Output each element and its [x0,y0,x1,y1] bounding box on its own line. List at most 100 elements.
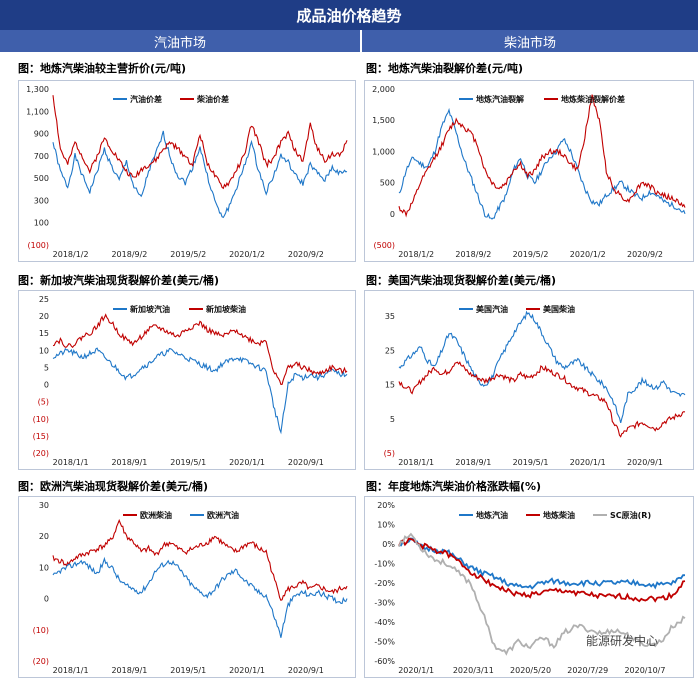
legend-label: 地炼柴油裂解价差 [561,94,625,104]
legend-label: 地炼汽油裂解 [476,94,524,104]
y-tick-label: (10) [33,415,49,424]
y-tick-label: -50% [374,638,395,647]
y-tick-label: 20 [39,312,49,321]
y-tick-label: (15) [33,432,49,441]
y-tick-label: -30% [374,599,395,608]
chart-4-svg: 35 25 15 5 (5)2018/1/1 2018/9/1 2019/5/1 2020/1… [384,304,686,467]
diesel-section-label: 柴油市场 [503,35,556,51]
y-tick-label: (20) [33,449,49,458]
y-tick-label: (100) [27,241,49,250]
chart-3-svg: 25 20 15 10 5 0 (5) (10) (15) (20) 2018/1/1 2018/9/… [33,295,348,467]
watermark-text: 能源研发中心 [586,634,659,648]
x-tick-label: 2018/1/1 [53,666,89,675]
y-tick-label: 30 [39,501,49,510]
y-tick-label: 25 [385,346,395,355]
y-tick-label: 300 [34,196,49,205]
chart-3-panel: 25 20 15 10 5 0 (5) (10) (15) (20) 2018/1/1 2018/9/… [18,290,356,470]
y-tick-label: (5) [38,398,49,407]
chart-3-title: 图：新加坡汽柴油现货裂解价差(美元/桶) [18,274,220,287]
x-tick-label: 2020/10/7 [624,666,665,675]
y-tick-label: 1,300 [26,85,49,94]
page-title: 成品油价格趋势 [296,6,402,25]
y-tick-label: 10 [39,346,49,355]
legend-label: SC原油(R) [610,510,651,520]
series-line-1 [398,107,686,220]
x-tick-label: 2018/1/2 [53,250,89,259]
x-tick-label: 2020/1/1 [570,458,606,467]
chart-1-svg: 1,300 1,100 900 700 500 300 100 (100) 2018/1/2 20… [26,85,348,259]
y-tick-label: 25 [39,295,49,304]
x-tick-label: 2018/9/2 [111,250,147,259]
y-tick-label: 0% [382,540,395,549]
x-tick-label: 2018/9/1 [111,666,147,675]
legend-label: 新加坡汽油 [130,304,170,314]
y-tick-label: -10% [374,560,395,569]
y-tick-label: 10 [39,563,49,572]
legend-label: 地炼汽油 [476,510,508,520]
x-tick-label: 2020/9/1 [627,458,663,467]
y-tick-label: 35 [385,312,395,321]
chart-2-panel: 2,000 1,500 1,000 500 0 (500) 2018/1/2 2018/9/2… [364,80,694,262]
page-header: 成品油价格趋势 [0,0,698,30]
series-line-2 [398,537,686,603]
legend-label: 柴油价差 [196,94,229,104]
series-line-1 [398,310,686,424]
y-tick-label: 1,000 [372,147,395,156]
x-tick-label: 2020/5/20 [510,666,551,675]
y-tick-label: 1,100 [26,107,49,116]
diesel-section-header: 柴油市场 [362,30,698,52]
x-tick-label: 2019/5/2 [170,250,206,259]
x-tick-label: 2020/1/2 [229,250,265,259]
x-tick-label: 2020/1/1 [229,666,265,675]
y-tick-label: (10) [33,626,49,635]
series-line-2 [52,556,348,638]
chart-5-title: 图：欧洲汽柴油现货裂解价差(美元/桶) [18,480,209,493]
chart-2-svg: 2,000 1,500 1,000 500 0 (500)2018/1/2 2018/9/2… [372,85,686,259]
y-tick-label: 0 [44,381,49,390]
series-line-2 [398,361,686,438]
y-tick-label: 0 [44,595,49,604]
x-tick-label: 2018/9/1 [111,458,147,467]
y-tick-label: 1,500 [372,116,395,125]
x-tick-label: 2018/1/1 [53,458,89,467]
x-tick-label: 2019/5/1 [170,458,206,467]
y-tick-label: 900 [34,130,49,139]
y-tick-label: 15 [39,329,49,338]
y-tick-label: 20 [39,532,49,541]
x-tick-label: 2018/1/2 [398,250,434,259]
x-tick-label: 2020/1/2 [570,250,606,259]
chart-6-panel: 20% 10% 0% -10% -20% -30% -40% -50% -60% 2020/1/1… [364,496,694,678]
legend-label: 新加坡柴油 [206,304,246,314]
y-tick-label: 100 [34,219,49,228]
x-tick-label: 2020/1/1 [398,666,434,675]
legend-label: 美国柴油 [543,304,575,314]
x-tick-label: 2018/9/2 [455,250,491,259]
y-tick-label: 500 [34,174,49,183]
legend-label: 地炼柴油 [543,510,575,520]
x-tick-label: 2020/9/1 [288,458,324,467]
legend-label: 汽油价差 [130,94,162,104]
chart-4-panel: 35 25 15 5 (5) 2018/1/1 2018/9/1 2019/5/1 2020/1… [364,290,694,470]
y-tick-label: (500) [373,241,395,250]
series-line-1 [52,347,348,435]
x-tick-label: 2019/5/1 [513,458,549,467]
series-line-3 [398,532,686,656]
y-tick-label: 5 [390,415,395,424]
chart-5-svg: 30 20 10 0 (10) (20) 2018/1/1 2018/9/1 2019/5/1 2… [33,501,348,675]
y-tick-label: 20% [377,501,395,510]
gasoline-section-label: 汽油市场 [153,35,206,51]
x-tick-label: 2020/9/1 [288,666,324,675]
chart-4-title: 图：美国汽柴油现货裂解价差(美元/桶) [366,274,557,287]
y-tick-label: 5 [44,363,49,372]
y-tick-label: 15 [385,381,395,390]
y-tick-label: (5) [384,449,395,458]
gasoline-section-header: 汽油市场 [0,30,360,52]
x-tick-label: 2019/5/1 [170,666,206,675]
series-line-2 [52,313,348,385]
legend-label: 欧洲柴油 [140,510,172,520]
x-tick-label: 2020/7/29 [567,666,608,675]
chart-5-panel: 30 20 10 0 (10) (20) 2018/1/1 2018/9/1 2019/5/1 2… [18,496,356,678]
series-line-2 [52,95,348,190]
y-tick-label: (20) [33,657,49,666]
y-tick-label: 700 [34,152,49,161]
